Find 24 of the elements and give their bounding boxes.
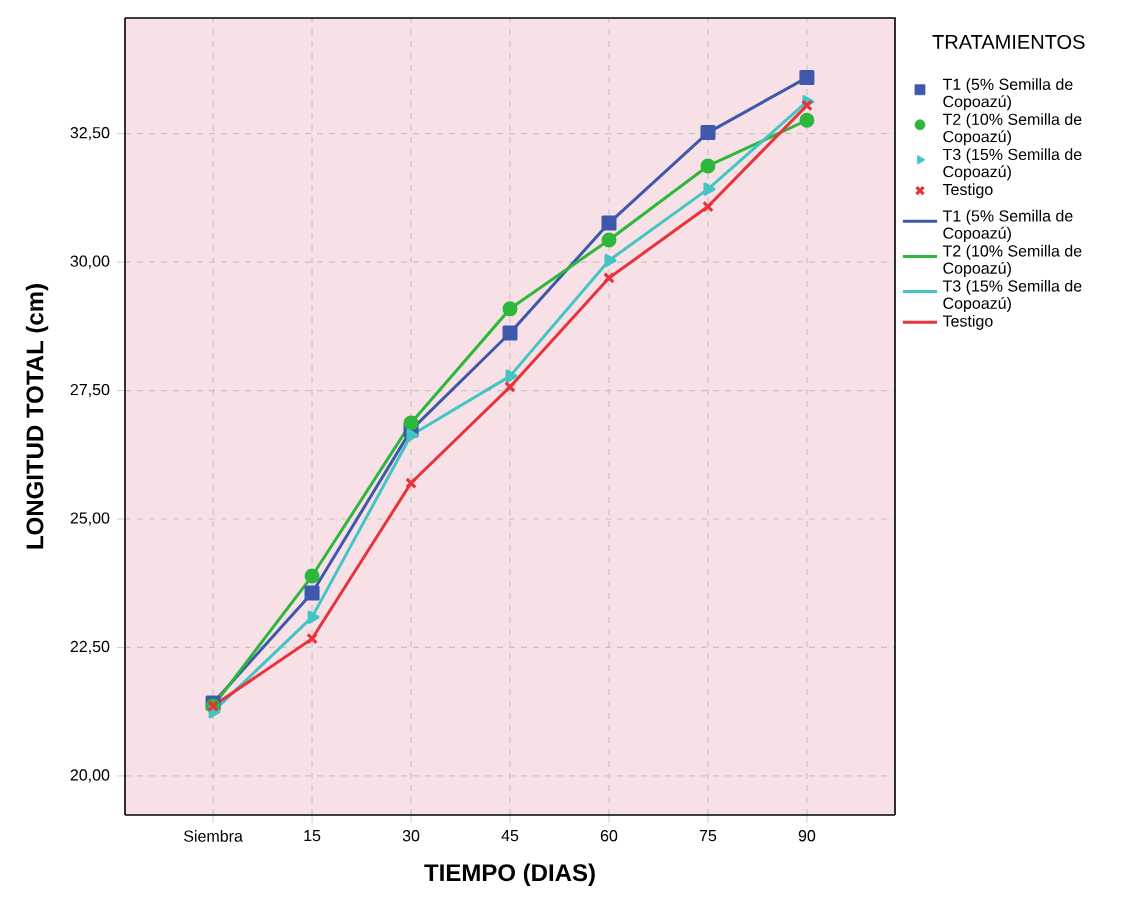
legend-title: TRATAMIENTOS (932, 34, 1085, 50)
x-tick-label: 45 (501, 830, 519, 842)
x-tick-label: 15 (304, 830, 321, 842)
x-tick-label: 90 (798, 830, 816, 842)
text: T2 (10% Semilla de Copoazú) (942, 244, 1082, 277)
legend-label: T3 (15% Semilla de Copoazú) (942, 148, 1082, 181)
legend-label: T2 (10% Semilla de Copoazú) (942, 113, 1082, 146)
legend-label: T1 (5% Semilla de Copoazú) (942, 78, 1073, 111)
y-tick-label: 20,00 (70, 769, 110, 783)
x-tick-label: 75 (699, 830, 717, 842)
x-tick-label: Siembra (184, 830, 243, 842)
y-tick-label: 27,50 (70, 383, 110, 398)
y-tick-label: 25,00 (70, 512, 110, 526)
text: T1 (5% Semilla de Copoazú) (942, 209, 1073, 242)
x-tick-label: 60 (600, 830, 618, 842)
text: Testigo (942, 314, 993, 330)
text: T3 (15% Semilla de Copoazú) (942, 279, 1082, 313)
x-axis-title: TIEMPO (DIAS) (424, 863, 595, 886)
y-tick-label: 30,00 (70, 255, 110, 269)
y-axis-title: LONGITUD TOTAL (cm) (25, 284, 49, 549)
x-tick-label: 30 (402, 830, 420, 842)
legend-label: Testigo (942, 183, 993, 199)
y-tick-label: 22,50 (70, 640, 110, 655)
y-tick-label: 32,50 (70, 127, 110, 141)
